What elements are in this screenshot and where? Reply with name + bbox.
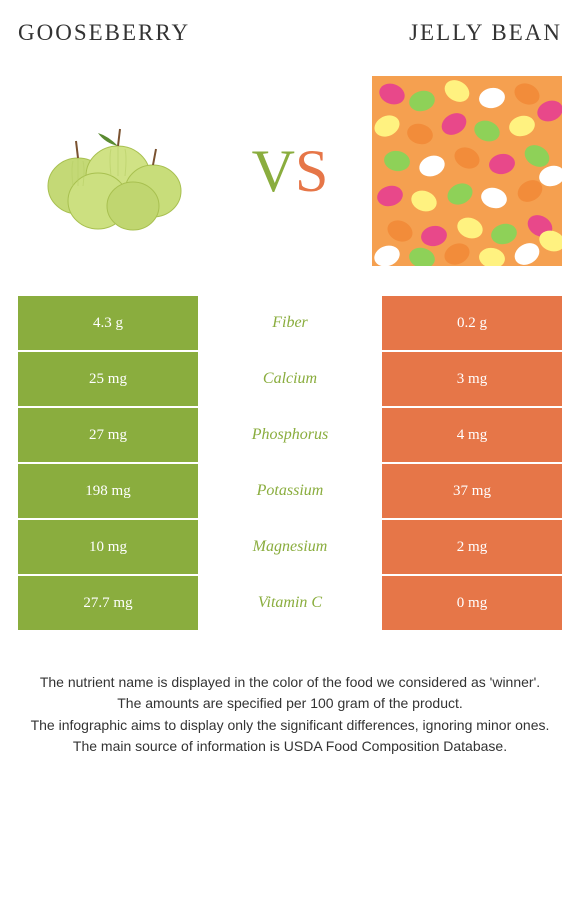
image-row: VS: [18, 76, 562, 266]
table-row: 198 mgPotassium37 mg: [18, 464, 562, 520]
right-value-cell: 0.2 g: [382, 296, 562, 352]
left-food-image: [18, 76, 208, 266]
right-value-cell: 37 mg: [382, 464, 562, 520]
footnote-line: The main source of information is USDA F…: [18, 736, 562, 756]
left-value-cell: 198 mg: [18, 464, 198, 520]
left-value-cell: 27.7 mg: [18, 576, 198, 632]
left-value-cell: 25 mg: [18, 352, 198, 408]
vs-s-letter: S: [295, 138, 328, 204]
nutrient-name-cell: Fiber: [198, 296, 382, 352]
table-row: 27.7 mgVitamin C0 mg: [18, 576, 562, 632]
vs-label: VS: [252, 137, 329, 206]
left-food-title: GOOSEBERRY: [18, 20, 190, 46]
vs-v-letter: V: [252, 138, 295, 204]
footnote-line: The amounts are specified per 100 gram o…: [18, 693, 562, 713]
table-row: 25 mgCalcium3 mg: [18, 352, 562, 408]
table-row: 27 mgPhosphorus4 mg: [18, 408, 562, 464]
right-value-cell: 3 mg: [382, 352, 562, 408]
footnotes: The nutrient name is displayed in the co…: [18, 672, 562, 756]
table-row: 4.3 gFiber0.2 g: [18, 296, 562, 352]
header-row: GOOSEBERRY JELLY BEAN: [18, 20, 562, 46]
nutrient-name-cell: Vitamin C: [198, 576, 382, 632]
right-food-title: JELLY BEAN: [409, 20, 562, 46]
footnote-line: The infographic aims to display only the…: [18, 715, 562, 735]
right-value-cell: 2 mg: [382, 520, 562, 576]
left-value-cell: 10 mg: [18, 520, 198, 576]
nutrient-name-cell: Magnesium: [198, 520, 382, 576]
left-value-cell: 27 mg: [18, 408, 198, 464]
nutrient-name-cell: Potassium: [198, 464, 382, 520]
nutrient-table: 4.3 gFiber0.2 g25 mgCalcium3 mg27 mgPhos…: [18, 296, 562, 632]
right-value-cell: 4 mg: [382, 408, 562, 464]
right-food-image: [372, 76, 562, 266]
footnote-line: The nutrient name is displayed in the co…: [18, 672, 562, 692]
right-value-cell: 0 mg: [382, 576, 562, 632]
table-row: 10 mgMagnesium2 mg: [18, 520, 562, 576]
left-value-cell: 4.3 g: [18, 296, 198, 352]
nutrient-name-cell: Phosphorus: [198, 408, 382, 464]
nutrient-name-cell: Calcium: [198, 352, 382, 408]
